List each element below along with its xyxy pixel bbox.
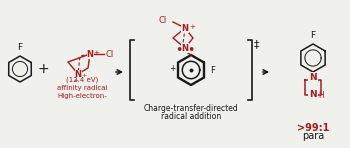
Text: Charge-transfer-directed: Charge-transfer-directed [144, 104, 238, 113]
Text: para: para [302, 131, 324, 141]
Text: +: + [93, 50, 99, 56]
Text: N: N [182, 24, 189, 33]
Text: ‡: ‡ [254, 39, 259, 49]
Text: F: F [210, 66, 215, 74]
Text: H: H [318, 91, 324, 100]
Text: •: • [175, 44, 183, 57]
Text: Cl: Cl [159, 16, 167, 25]
Text: Cl: Cl [105, 49, 113, 58]
Text: radical addition: radical addition [161, 112, 221, 121]
Text: N: N [182, 44, 189, 53]
Text: +: + [74, 78, 79, 82]
Text: >99:1: >99:1 [297, 123, 329, 133]
Text: N: N [75, 70, 82, 78]
Text: +: + [189, 24, 195, 30]
Text: N: N [309, 73, 317, 82]
Text: •: • [187, 44, 195, 57]
Text: F: F [310, 31, 316, 40]
Text: (12.4 eV): (12.4 eV) [66, 77, 98, 83]
Text: +: + [82, 73, 87, 78]
Text: F: F [18, 43, 22, 52]
Text: +: + [169, 63, 175, 73]
Text: +: + [37, 62, 49, 76]
Text: affinity radical: affinity radical [57, 85, 107, 91]
Text: N: N [86, 49, 93, 58]
Text: N: N [309, 90, 317, 99]
Text: High-electron-: High-electron- [57, 93, 107, 99]
